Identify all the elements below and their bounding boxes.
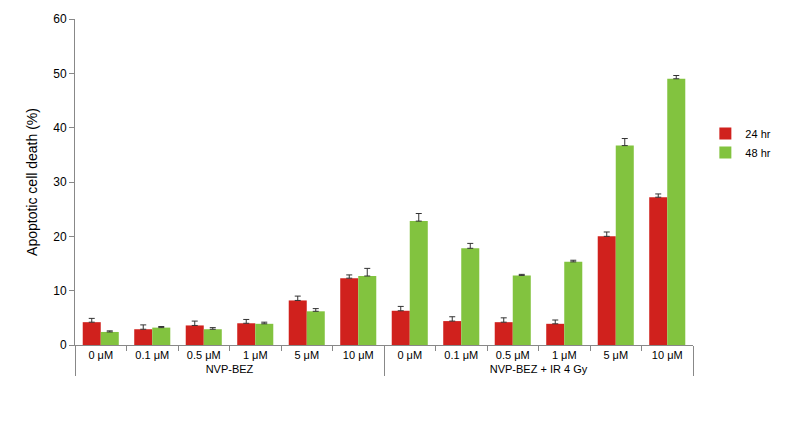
svg-text:40: 40 — [53, 121, 67, 135]
svg-text:5 μM: 5 μM — [603, 349, 628, 361]
svg-text:30: 30 — [53, 175, 67, 189]
svg-text:24 hr: 24 hr — [745, 128, 770, 140]
svg-text:0: 0 — [60, 338, 67, 352]
svg-text:0.5 μM: 0.5 μM — [496, 349, 530, 361]
svg-text:0 μM: 0 μM — [88, 349, 113, 361]
svg-text:0.5 μM: 0.5 μM — [187, 349, 221, 361]
svg-text:50: 50 — [53, 67, 67, 81]
svg-text:Apoptotic cell death (%): Apoptotic cell death (%) — [24, 108, 40, 256]
svg-text:10 μM: 10 μM — [652, 349, 683, 361]
svg-text:0 μM: 0 μM — [397, 349, 422, 361]
svg-text:NVP-BEZ: NVP-BEZ — [206, 363, 254, 375]
svg-text:10 μM: 10 μM — [343, 349, 374, 361]
svg-text:60: 60 — [53, 12, 67, 26]
svg-text:48 hr: 48 hr — [745, 147, 770, 159]
svg-text:10: 10 — [53, 284, 67, 298]
svg-text:0.1 μM: 0.1 μM — [135, 349, 169, 361]
svg-text:NVP-BEZ + IR 4 Gy: NVP-BEZ + IR 4 Gy — [490, 363, 588, 375]
svg-text:1 μM: 1 μM — [552, 349, 577, 361]
svg-text:5 μM: 5 μM — [294, 349, 319, 361]
svg-text:1 μM: 1 μM — [243, 349, 268, 361]
svg-text:20: 20 — [53, 230, 67, 244]
svg-text:0.1 μM: 0.1 μM — [444, 349, 478, 361]
